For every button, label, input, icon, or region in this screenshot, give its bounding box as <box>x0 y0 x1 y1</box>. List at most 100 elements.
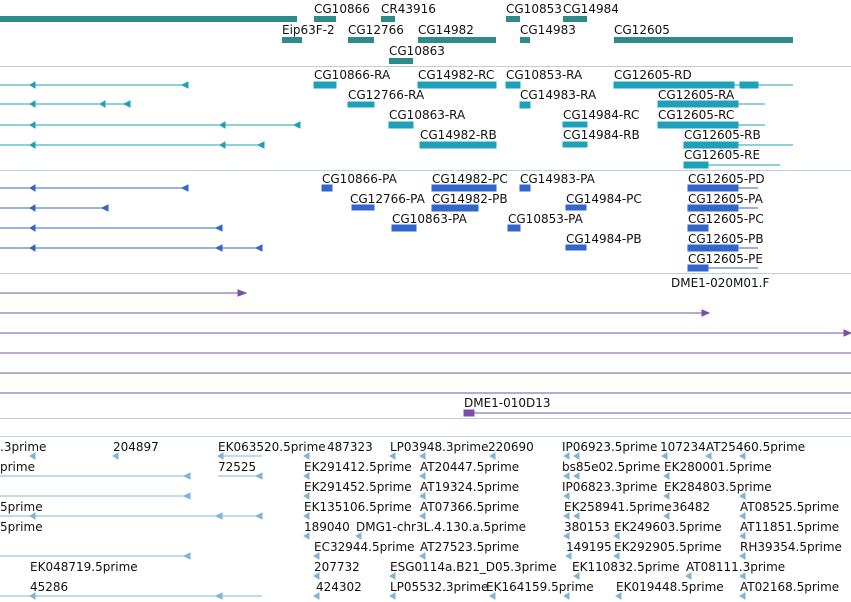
gene-glyph[interactable] <box>282 37 302 43</box>
est-label[interactable]: 5prime <box>0 500 43 514</box>
est-label[interactable]: AT19324.5prime <box>420 480 520 494</box>
est-label[interactable]: ESG0114a.B21_D05.3prime <box>390 560 557 574</box>
est-label[interactable]: EK291452.5prime <box>304 480 412 494</box>
cdna-glyphs[interactable] <box>0 0 851 418</box>
est-label[interactable]: EK164159.5prime <box>486 580 594 594</box>
est-label[interactable]: EC32944.5prime <box>314 540 415 554</box>
est-label[interactable]: 5prime <box>0 520 43 534</box>
gene-glyph[interactable] <box>520 37 530 43</box>
transcript-label[interactable]: CG14983-RA <box>520 88 597 102</box>
est-label[interactable]: DMG1-chr3L.4.130.a.5prime <box>356 520 527 534</box>
est-label[interactable]: AT02168.5prime <box>740 580 840 594</box>
transcript-label[interactable]: CG14982-RB <box>420 128 497 142</box>
protein-label[interactable]: CG12605-PC <box>688 212 764 226</box>
protein-label[interactable]: CG12605-PA <box>688 192 763 206</box>
transcript-label[interactable]: CG12766-RA <box>348 88 425 102</box>
est-label[interactable]: EK292905.5prime <box>614 540 722 554</box>
est-label[interactable]: LP03948.3prime <box>390 440 489 454</box>
est-label[interactable]: AT20447.5prime <box>420 460 520 474</box>
transcript-rna-glyphs[interactable] <box>0 0 851 170</box>
transcript-label[interactable]: CG14982-RC <box>418 68 495 82</box>
est-label[interactable]: 487323 <box>327 440 373 454</box>
gene-glyph[interactable] <box>506 16 520 22</box>
est-label[interactable]: AT08525.5prime <box>740 500 840 514</box>
cdna-label[interactable]: DME1-020M01.F <box>671 276 770 290</box>
est-label[interactable]: 204897 <box>113 440 159 454</box>
transcript-label[interactable]: CG12605-RB <box>684 128 761 142</box>
est-label[interactable]: 36482 <box>672 500 711 514</box>
est-label[interactable]: .3prime <box>0 440 47 454</box>
est-label[interactable]: EK291412.5prime <box>304 460 412 474</box>
est-label[interactable]: AT27523.5prime <box>420 540 520 554</box>
gene-glyph[interactable] <box>381 16 395 22</box>
protein-label[interactable]: CG14982-PB <box>432 192 508 206</box>
est-label[interactable]: AT08111.3prime <box>686 560 786 574</box>
transcript-label[interactable]: CG14984-RB <box>563 128 640 142</box>
protein-label[interactable]: CG10866-PA <box>322 172 397 186</box>
gene-label[interactable]: CG12766 <box>348 23 404 37</box>
est-label[interactable]: AT11851.5prime <box>740 520 840 534</box>
protein-label[interactable]: CG14984-PB <box>566 232 642 246</box>
est-label[interactable]: 189040 <box>304 520 350 534</box>
est-label[interactable]: AT07366.5prime <box>420 500 520 514</box>
est-label[interactable]: EK048719.5prime <box>30 560 138 574</box>
est-label[interactable]: EK063520.5prime <box>218 440 326 454</box>
gene-label[interactable]: CG12605 <box>614 23 670 37</box>
est-label[interactable]: IP06823.3prime <box>562 480 658 494</box>
protein-label[interactable]: CG12605-PE <box>688 252 763 266</box>
est-label[interactable]: 380153 <box>564 520 610 534</box>
transcript-label[interactable]: CG12605-RA <box>658 88 735 102</box>
protein-label[interactable]: CG12605-PB <box>688 232 764 246</box>
protein-label[interactable]: CG12605-PD <box>688 172 765 186</box>
gene-glyph[interactable] <box>0 16 297 22</box>
est-label[interactable]: EK135106.5prime <box>304 500 412 514</box>
gene-glyph[interactable] <box>614 37 793 43</box>
transcript-label[interactable]: CG10853-RA <box>506 68 583 82</box>
gene-label[interactable]: CG10853 <box>506 2 562 16</box>
est-label[interactable]: prime <box>0 460 35 474</box>
est-label[interactable]: EK249603.5prime <box>614 520 722 534</box>
transcript-label[interactable]: CG12605-RE <box>684 148 761 162</box>
protein-label[interactable]: CG14983-PA <box>520 172 595 186</box>
est-label[interactable]: EK110832.5prime <box>572 560 680 574</box>
est-label[interactable]: LP05532.3prime <box>390 580 489 594</box>
gene-glyph[interactable] <box>563 16 587 22</box>
protein-label[interactable]: CG10853-PA <box>508 212 583 226</box>
est-label[interactable]: 45286 <box>30 580 69 594</box>
est-label[interactable]: 72525 <box>218 460 257 474</box>
gene-glyph[interactable] <box>418 37 496 43</box>
gene-label[interactable]: CG10863 <box>389 44 445 58</box>
gene-label[interactable]: CG14983 <box>520 23 576 37</box>
cdna-label[interactable]: DME1-010D13 <box>464 396 551 410</box>
protein-label[interactable]: CG12766-PA <box>350 192 425 206</box>
gene-label[interactable]: CG14982 <box>418 23 474 37</box>
gene-glyph[interactable] <box>389 58 413 64</box>
transcript-protein-glyphs[interactable] <box>0 0 851 273</box>
transcript-label[interactable]: CG10863-RA <box>389 108 466 122</box>
est-label[interactable]: EK280001.5prime <box>664 460 772 474</box>
gene-label[interactable]: CG14984 <box>563 2 619 16</box>
protein-label[interactable]: CG10863-PA <box>392 212 467 226</box>
est-label[interactable]: 207732 <box>314 560 360 574</box>
est-label[interactable]: 220690 <box>488 440 534 454</box>
est-label[interactable]: bs85e02.5prime <box>562 460 661 474</box>
est-label[interactable]: 424302 <box>316 580 362 594</box>
transcript-label[interactable]: CG14984-RC <box>563 108 640 122</box>
gene-glyph[interactable] <box>314 16 336 22</box>
gene-label[interactable]: CR43916 <box>381 2 436 16</box>
gene-glyph[interactable] <box>348 37 374 43</box>
est-label[interactable]: EK258941.5prime <box>564 500 672 514</box>
est-label[interactable]: RH39354.5prime <box>740 540 842 554</box>
est-label[interactable]: EK019448.5prime <box>616 580 724 594</box>
gene-label[interactable]: Eip63F-2 <box>282 23 335 37</box>
protein-label[interactable]: CG14984-PC <box>566 192 642 206</box>
gene-label[interactable]: CG10866 <box>314 2 370 16</box>
protein-label[interactable]: CG14982-PC <box>432 172 508 186</box>
est-label[interactable]: AT25460.5prime <box>706 440 806 454</box>
est-label[interactable]: IP06923.5prime <box>562 440 658 454</box>
est-label[interactable]: 149195 <box>566 540 612 554</box>
transcript-label[interactable]: CG12605-RC <box>658 108 735 122</box>
est-label[interactable]: EK284803.5prime <box>664 480 772 494</box>
